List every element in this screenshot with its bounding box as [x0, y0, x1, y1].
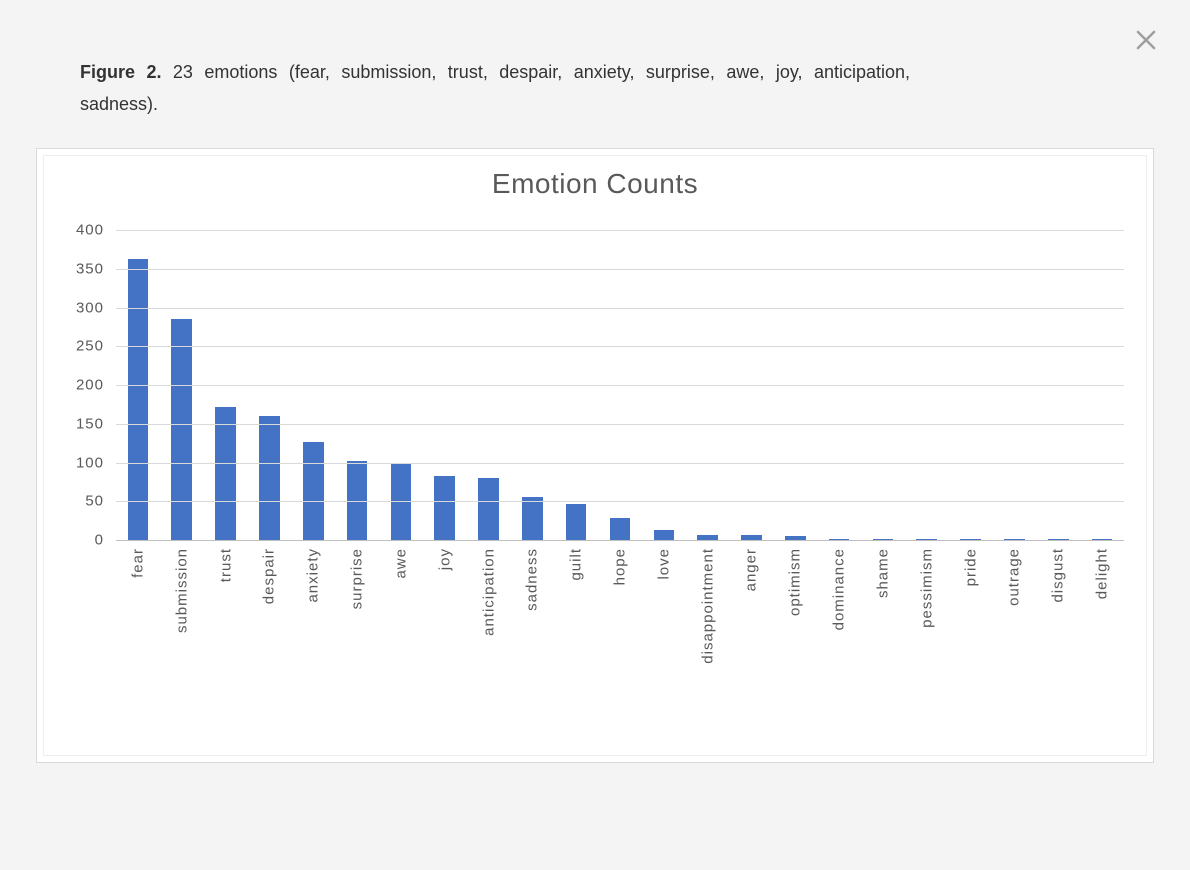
bar — [434, 476, 455, 540]
plot-area — [116, 230, 1124, 540]
x-tick-label: despair — [261, 548, 278, 604]
gridline — [116, 501, 1124, 502]
figure-caption-text: 23 emotions (fear, submission, trust, de… — [80, 62, 910, 114]
x-tick-label: optimism — [787, 548, 804, 616]
bar — [215, 407, 236, 540]
y-tick-label: 400 — [76, 222, 104, 239]
x-tick-label: disappointment — [699, 548, 716, 664]
bar — [478, 478, 499, 540]
y-tick-label: 50 — [85, 493, 104, 510]
figure-label: Figure 2. — [80, 62, 161, 82]
bar — [303, 442, 324, 540]
x-tick-label: joy — [436, 548, 453, 570]
x-tick-label: awe — [392, 548, 409, 579]
y-tick-label: 350 — [76, 260, 104, 277]
x-tick-label: anticipation — [480, 548, 497, 636]
bar — [610, 518, 631, 540]
gridline — [116, 463, 1124, 464]
plot-wrap: 050100150200250300350400 fearsubmissiont… — [66, 230, 1124, 733]
gridline — [116, 346, 1124, 347]
gridline — [116, 385, 1124, 386]
gridline — [116, 308, 1124, 309]
chart-container: Emotion Counts 050100150200250300350400 … — [36, 148, 1154, 763]
y-tick-label: 0 — [95, 532, 104, 549]
y-axis: 050100150200250300350400 — [66, 230, 110, 540]
x-tick-label: trust — [217, 548, 234, 582]
x-tick-label: shame — [874, 548, 891, 598]
y-tick-label: 100 — [76, 454, 104, 471]
gridline — [116, 230, 1124, 231]
x-tick-label: love — [655, 548, 672, 580]
x-tick-label: submission — [173, 548, 190, 633]
close-icon — [1134, 28, 1158, 52]
x-tick-label: pride — [962, 548, 979, 586]
y-tick-label: 200 — [76, 377, 104, 394]
x-tick-label: sadness — [524, 548, 541, 611]
y-tick-label: 300 — [76, 299, 104, 316]
figure-caption: Figure 2. 23 emotions (fear, submission,… — [80, 56, 910, 121]
bar — [128, 259, 149, 540]
x-tick-label: disgust — [1050, 548, 1067, 603]
close-button[interactable] — [1134, 28, 1158, 52]
bar — [522, 497, 543, 540]
y-tick-label: 250 — [76, 338, 104, 355]
x-tick-label: hope — [612, 548, 629, 585]
bar — [171, 319, 192, 540]
bar — [566, 504, 587, 540]
chart-title: Emotion Counts — [44, 168, 1146, 200]
x-tick-label: fear — [129, 548, 146, 578]
x-tick-label: guilt — [568, 548, 585, 581]
x-tick-label: pessimism — [918, 548, 935, 628]
x-tick-label: dominance — [831, 548, 848, 630]
x-tick-label: anxiety — [305, 548, 322, 603]
gridline — [116, 424, 1124, 425]
x-tick-label: delight — [1094, 548, 1111, 599]
y-tick-label: 150 — [76, 415, 104, 432]
chart-inner: Emotion Counts 050100150200250300350400 … — [43, 155, 1147, 756]
baseline — [116, 540, 1124, 541]
bar — [654, 530, 675, 540]
gridline — [116, 269, 1124, 270]
x-tick-label: surprise — [349, 548, 366, 609]
x-tick-label: outrage — [1006, 548, 1023, 606]
x-tick-label: anger — [743, 548, 760, 591]
bar — [259, 416, 280, 540]
